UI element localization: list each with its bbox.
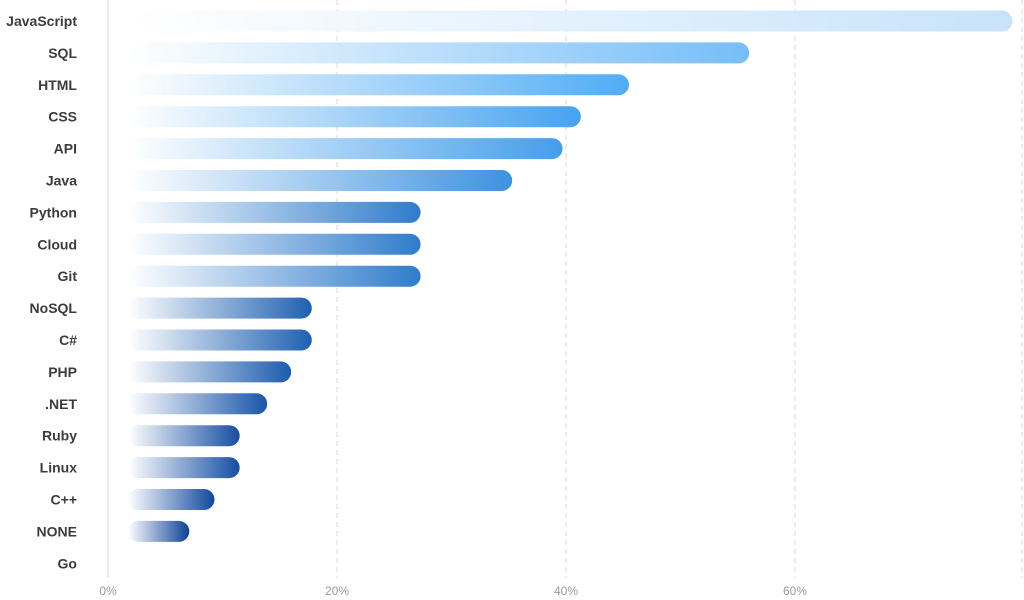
category-label: Git (58, 268, 78, 284)
bar (128, 201, 421, 223)
category-label: Go (58, 555, 77, 571)
bar (128, 10, 1013, 32)
category-label: NoSQL (30, 300, 78, 316)
x-tick-label: 40% (554, 584, 578, 598)
x-tick-label: 0% (99, 584, 117, 598)
category-label: API (54, 141, 77, 157)
bar (128, 520, 190, 542)
category-label: HTML (38, 77, 77, 93)
bar (128, 329, 312, 351)
bar (128, 170, 513, 191)
category-label: PHP (48, 364, 77, 380)
category-label: Python (30, 204, 77, 220)
bar (128, 106, 581, 128)
bar (128, 233, 421, 255)
x-tick-label: 60% (783, 584, 807, 598)
category-label: JavaScript (6, 13, 77, 29)
bar (128, 393, 268, 415)
bar (128, 265, 421, 287)
category-label: SQL (48, 45, 77, 61)
category-label: CSS (48, 109, 77, 125)
category-label: Ruby (42, 428, 77, 444)
bar (128, 138, 563, 160)
bar (128, 457, 240, 479)
category-label: C# (59, 332, 77, 348)
category-label: Java (46, 173, 77, 189)
category-label: C++ (51, 492, 77, 508)
bar (128, 74, 629, 96)
bar (128, 361, 292, 383)
x-tick-label: 20% (325, 584, 349, 598)
bar (128, 489, 215, 510)
category-label: NONE (37, 523, 77, 539)
bar (128, 425, 240, 447)
category-label: Linux (40, 460, 78, 476)
category-label: .NET (45, 396, 77, 412)
bar (128, 42, 750, 64)
bar (128, 297, 312, 319)
category-label: Cloud (37, 236, 77, 252)
